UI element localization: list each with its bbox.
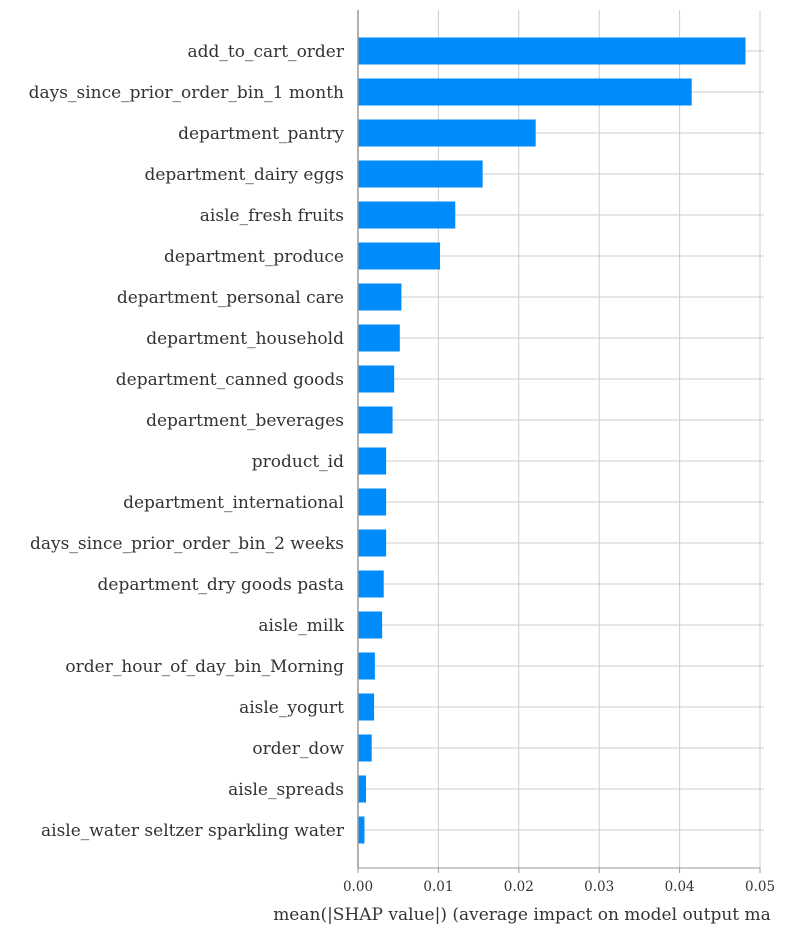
bar [358, 447, 387, 475]
bar [358, 201, 456, 229]
bar [358, 37, 746, 65]
category-label: days_since_prior_order_bin_2 weeks [30, 534, 344, 554]
x-tick-label: 0.04 [665, 879, 695, 895]
bar [358, 488, 387, 516]
category-label: add_to_cart_order [187, 42, 344, 62]
bar [358, 283, 402, 311]
bar [358, 734, 372, 762]
category-label: order_hour_of_day_bin_Morning [65, 657, 344, 677]
bar [358, 652, 375, 680]
bar [358, 693, 375, 721]
bar [358, 570, 384, 598]
bar [358, 365, 395, 393]
category-label: aisle_milk [258, 616, 344, 636]
x-axis-title: mean(|SHAP value|) (average impact on mo… [273, 905, 771, 925]
category-label: department_canned goods [116, 370, 344, 390]
category-label: days_since_prior_order_bin_1 month [29, 83, 344, 103]
bar [358, 775, 367, 803]
bar [358, 816, 365, 844]
bar [358, 406, 393, 434]
x-tick-label: 0.05 [745, 879, 775, 895]
bar [358, 242, 441, 270]
category-label: aisle_spreads [228, 780, 344, 800]
bar [358, 324, 400, 352]
bar [358, 611, 383, 639]
bar [358, 529, 387, 557]
category-label: department_produce [164, 247, 344, 267]
bar [358, 119, 536, 147]
x-tick-label: 0.02 [504, 879, 534, 895]
category-label: order_dow [252, 739, 344, 759]
category-label: department_household [146, 329, 344, 349]
category-label: department_beverages [146, 411, 344, 431]
category-label: department_pantry [178, 124, 344, 144]
x-tick-label: 0.03 [584, 879, 614, 895]
x-tick-label: 0.00 [343, 879, 373, 895]
bar [358, 78, 692, 106]
category-label: department_personal care [117, 288, 344, 308]
category-label: department_international [123, 493, 344, 513]
category-label: aisle_water seltzer sparkling water [41, 821, 345, 841]
category-label: department_dairy eggs [144, 165, 344, 185]
x-axis: 0.00 0.01 0.02 0.03 0.04 0.05 [343, 10, 775, 895]
x-tick-label: 0.01 [423, 879, 453, 895]
bars-layer [358, 37, 746, 844]
category-label: aisle_yogurt [239, 698, 344, 718]
category-label: department_dry goods pasta [98, 575, 344, 595]
bar [358, 160, 483, 188]
category-labels: add_to_cart_order days_since_prior_order_… [29, 42, 345, 841]
category-label: aisle_fresh fruits [200, 206, 344, 226]
category-label: product_id [252, 452, 344, 472]
